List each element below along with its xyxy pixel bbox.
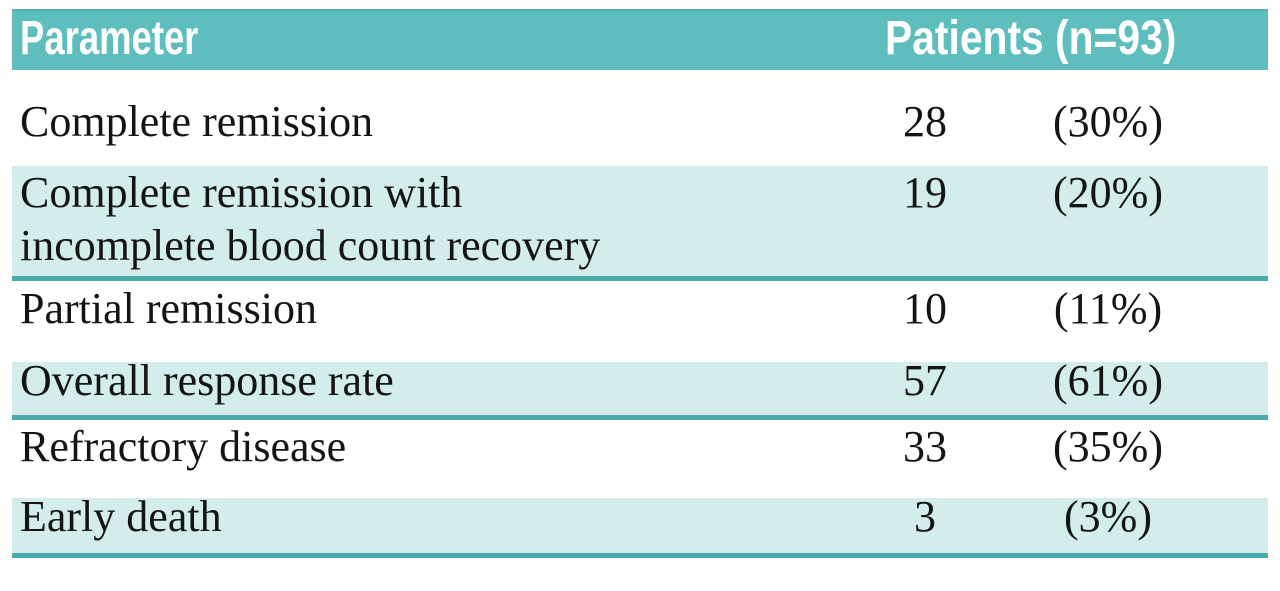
count-cell: 10: [903, 284, 947, 333]
percent-cell: (20%): [1053, 168, 1163, 217]
percent-cell: (3%): [1064, 492, 1152, 541]
count-cell: 57: [903, 356, 947, 405]
header-patients: Patients (n=93): [885, 12, 1177, 65]
parameter-cell: Complete remission with incomplete blood…: [20, 166, 600, 272]
percent-cell: (11%): [1053, 284, 1163, 333]
parameter-cell: Early death: [20, 492, 222, 541]
table-row: Partial remission 10 (11%): [12, 281, 1268, 362]
parameter-cell: Complete remission: [20, 97, 374, 146]
header-parameter: Parameter: [20, 12, 199, 65]
count-cell: 19: [903, 168, 947, 217]
table-row: Overall response rate 57 (61%): [12, 356, 1268, 420]
percent-cell: (35%): [1053, 422, 1163, 471]
table-row: Complete remission with incomplete blood…: [12, 166, 1268, 281]
table-row: Complete remission 28 (30%): [12, 70, 1268, 166]
percent-cell: (30%): [1053, 97, 1163, 146]
parameter-cell: Partial remission: [20, 284, 317, 333]
table-row: Refractory disease 33 (35%): [12, 420, 1268, 498]
count-cell: 3: [914, 492, 936, 541]
parameter-cell: Overall response rate: [20, 356, 394, 405]
parameter-line-2: incomplete blood count recovery: [20, 221, 601, 270]
parameter-cell: Refractory disease: [20, 422, 347, 471]
table-header-row: Parameter Patients (n=93): [12, 9, 1268, 70]
percent-cell: (61%): [1053, 356, 1163, 405]
parameter-line-1: Complete remission with: [20, 168, 463, 217]
results-table: Parameter Patients (n=93) Complete remis…: [12, 9, 1268, 558]
table-row: Early death 3 (3%): [12, 492, 1268, 558]
count-cell: 33: [903, 422, 947, 471]
count-cell: 28: [903, 97, 947, 146]
